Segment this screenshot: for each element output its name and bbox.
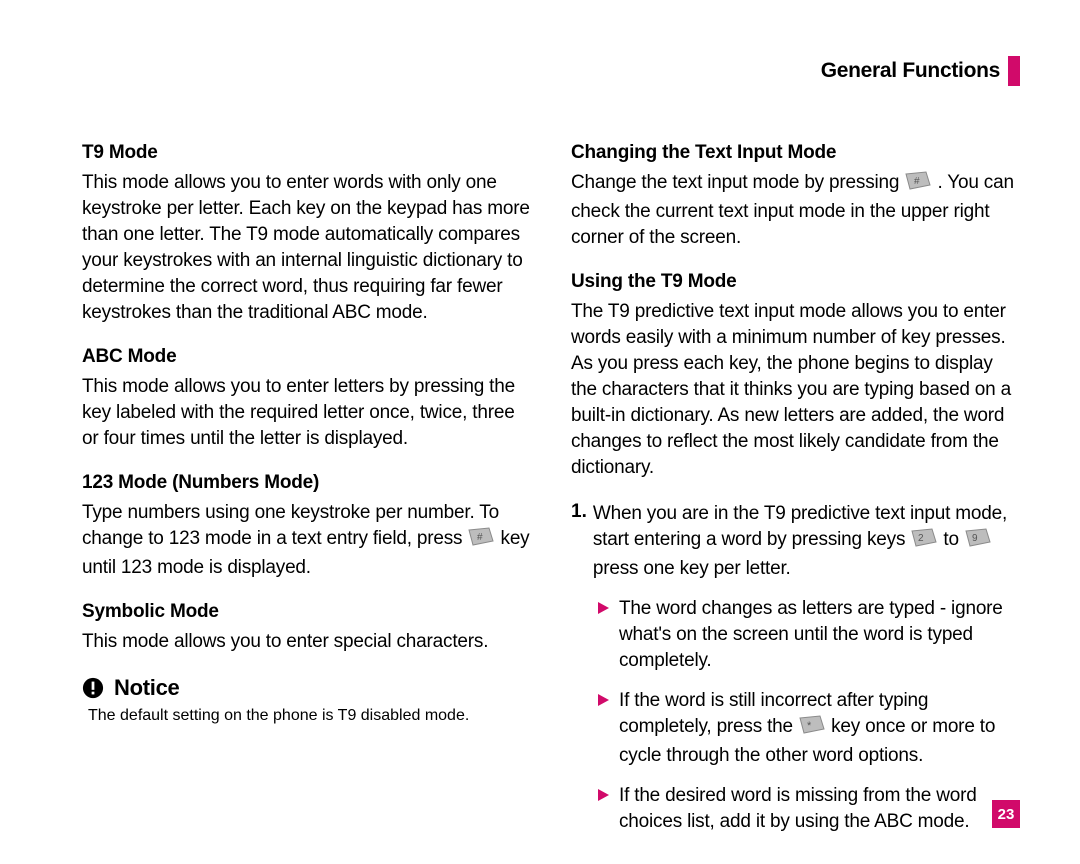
left-column: T9 Mode This mode allows you to enter wo… — [82, 142, 531, 849]
bullet-2: If the word is still incorrect after typ… — [571, 688, 1020, 769]
triangle-bullet-icon — [597, 788, 611, 802]
hash-key-icon: # — [467, 527, 495, 555]
svg-text:2: 2 — [918, 533, 924, 544]
step-1-num: 1. — [571, 501, 587, 582]
triangle-bullet-icon — [597, 601, 611, 615]
svg-text:9: 9 — [972, 533, 978, 544]
step-1: 1. When you are in the T9 predictive tex… — [571, 501, 1020, 582]
notice-label: Notice — [114, 675, 179, 701]
svg-text:#: # — [477, 532, 483, 543]
header-title: General Functions — [821, 59, 1000, 83]
right-column: Changing the Text Input Mode Change the … — [571, 142, 1020, 849]
exclamation-icon — [82, 677, 104, 699]
page-number: 23 — [992, 800, 1020, 828]
t9-mode-head: T9 Mode — [82, 142, 531, 164]
step-1-text: When you are in the T9 predictive text i… — [593, 501, 1020, 582]
bullet-3: If the desired word is missing from the … — [571, 783, 1020, 835]
page-header: General Functions — [821, 56, 1020, 86]
symbolic-mode-body: This mode allows you to enter special ch… — [82, 629, 531, 655]
123-body-a: Type numbers using one keystroke per num… — [82, 502, 499, 549]
abc-mode-head: ABC Mode — [82, 346, 531, 368]
star-key-icon: * — [798, 715, 826, 743]
header-accent-bar — [1008, 56, 1020, 86]
using-t9-intro: The T9 predictive text input mode allows… — [571, 299, 1020, 481]
abc-mode-body: This mode allows you to enter letters by… — [82, 374, 531, 452]
change-mode-body: Change the text input mode by pressing #… — [571, 170, 1020, 251]
svg-text:#: # — [914, 176, 920, 187]
notice-body: The default setting on the phone is T9 d… — [88, 705, 531, 727]
bullet-3-text: If the desired word is missing from the … — [619, 783, 1020, 835]
hash-key-icon: # — [904, 171, 932, 199]
triangle-bullet-icon — [597, 693, 611, 707]
key-9-icon: 9 — [964, 528, 992, 556]
manual-page: General Functions T9 Mode This mode allo… — [0, 0, 1080, 864]
123-mode-body: Type numbers using one keystroke per num… — [82, 500, 531, 581]
content-columns: T9 Mode This mode allows you to enter wo… — [82, 142, 1020, 849]
change-mode-head: Changing the Text Input Mode — [571, 142, 1020, 164]
change-body-a: Change the text input mode by pressing — [571, 172, 904, 193]
bullet-2-text: If the word is still incorrect after typ… — [619, 688, 1020, 769]
notice-row: Notice — [82, 675, 531, 701]
using-t9-head: Using the T9 Mode — [571, 271, 1020, 293]
key-2-icon: 2 — [910, 528, 938, 556]
t9-mode-body: This mode allows you to enter words with… — [82, 170, 531, 326]
bullet-1-text: The word changes as letters are typed - … — [619, 596, 1020, 674]
bullet-1: The word changes as letters are typed - … — [571, 596, 1020, 674]
symbolic-mode-head: Symbolic Mode — [82, 601, 531, 623]
123-mode-head: 123 Mode (Numbers Mode) — [82, 472, 531, 494]
